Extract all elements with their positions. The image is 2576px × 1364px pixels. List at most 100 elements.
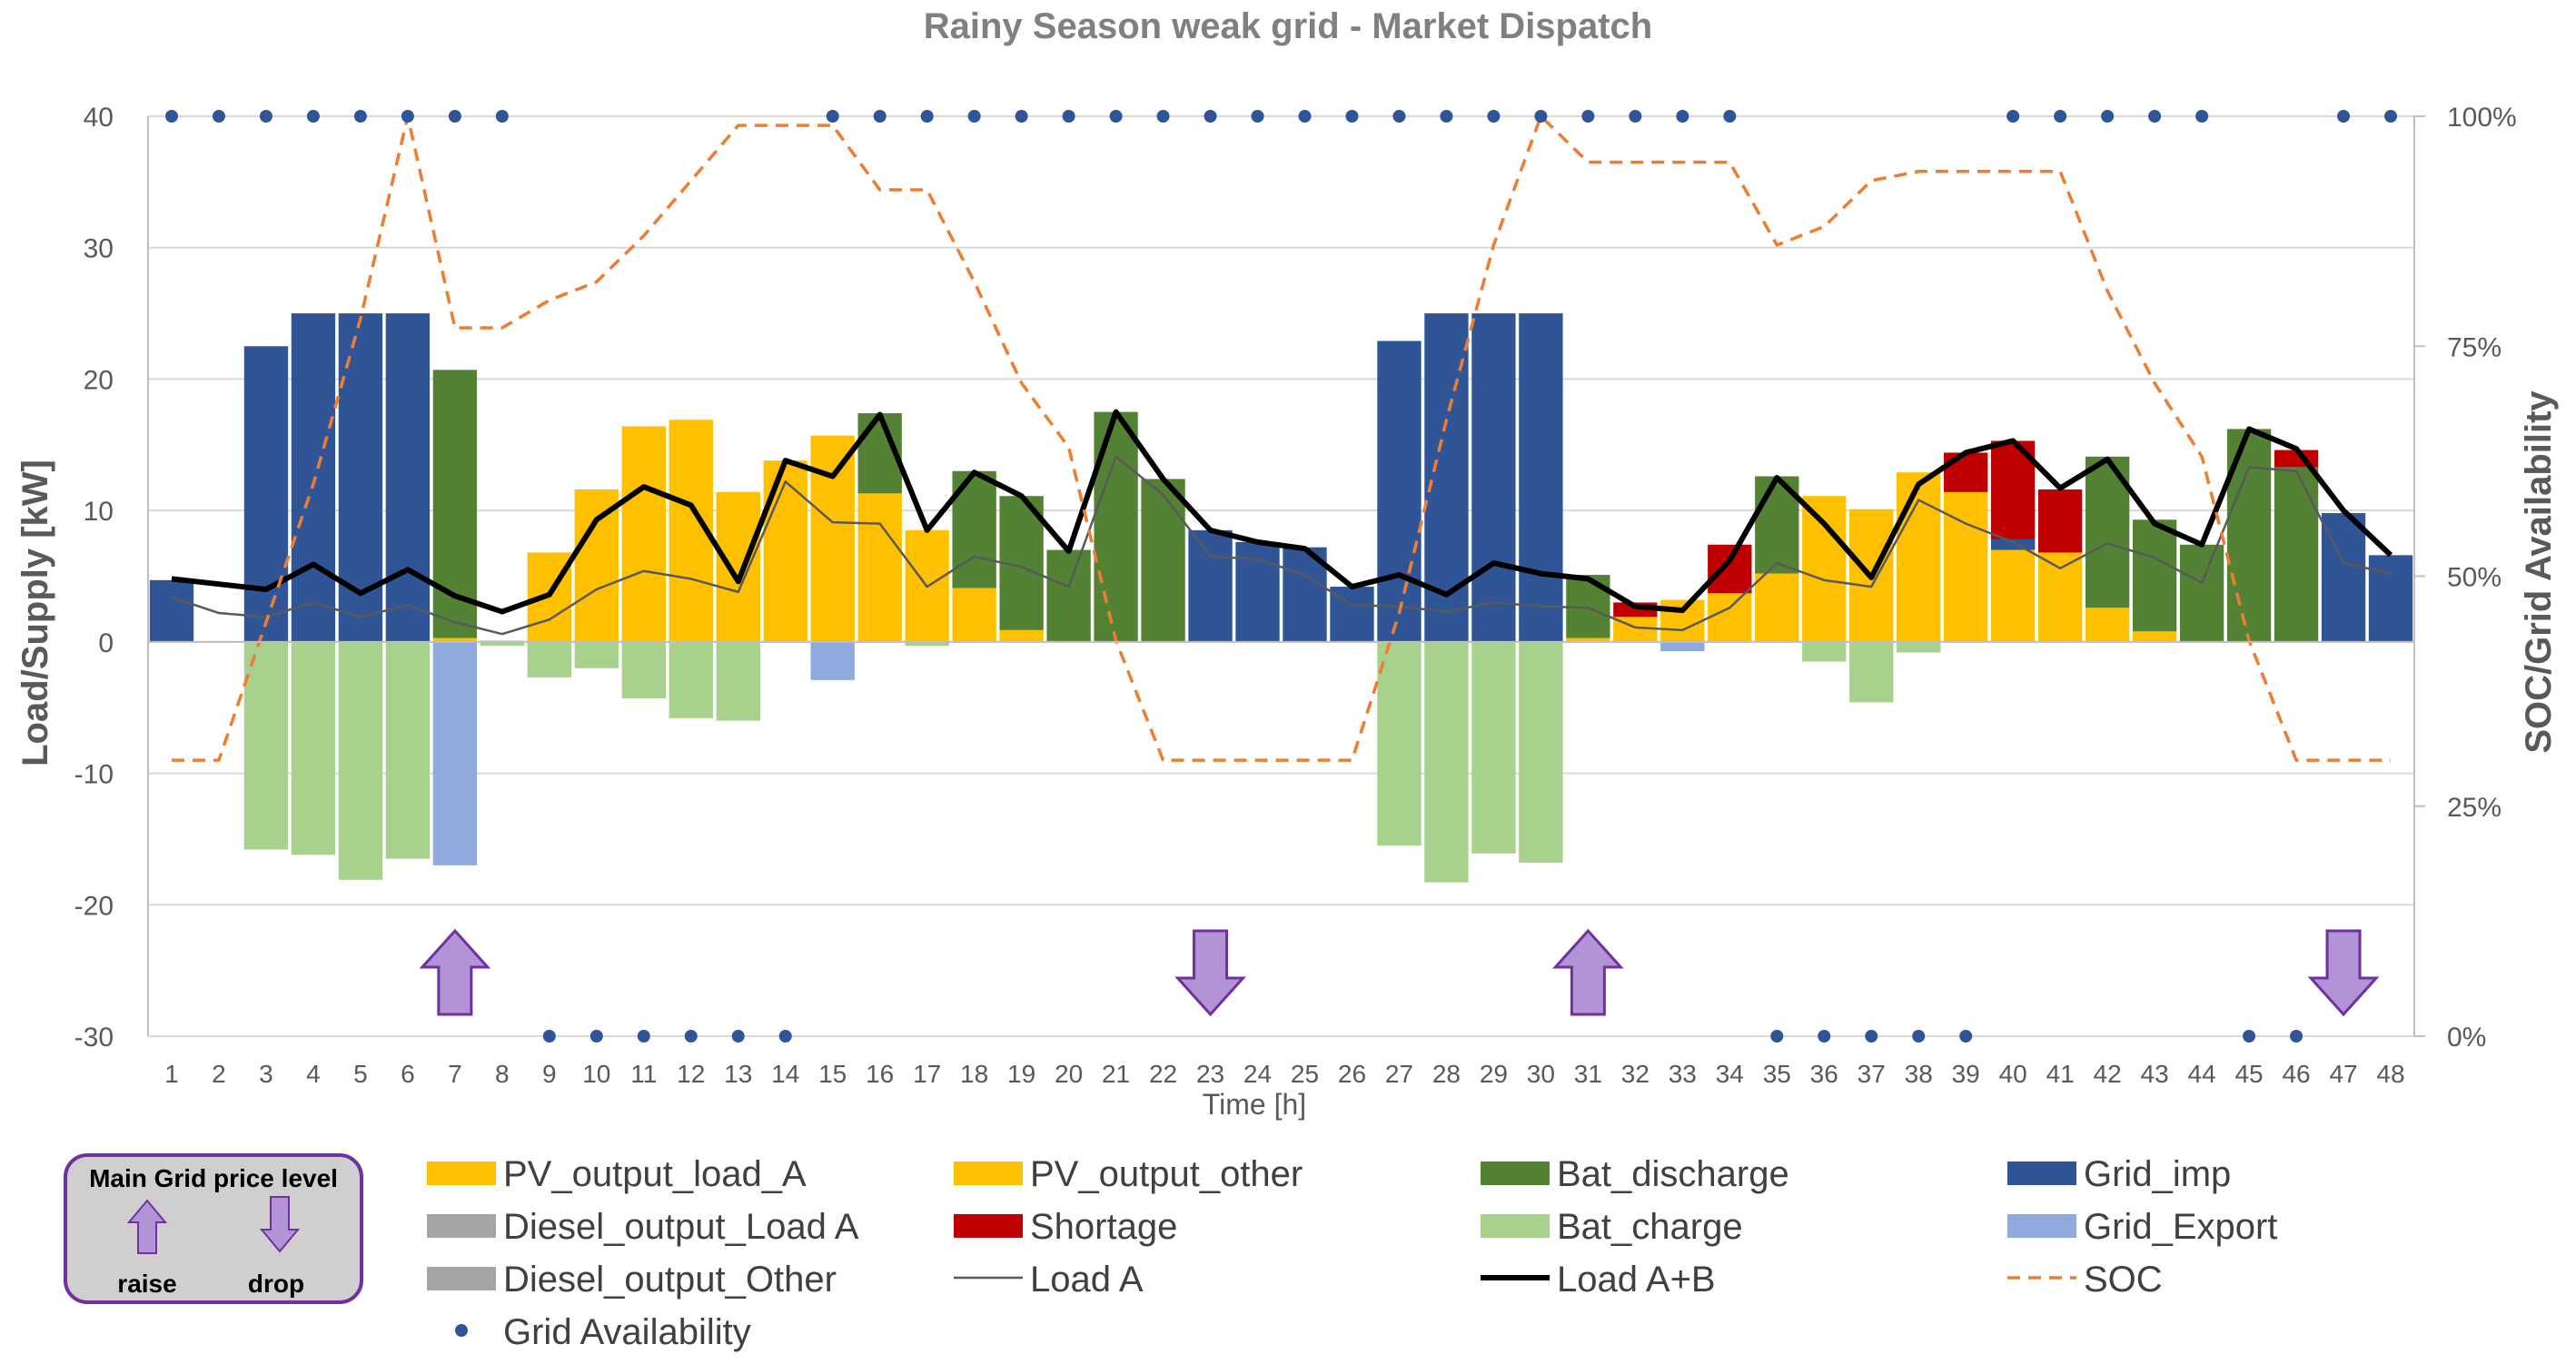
y2-tick-label: 0% xyxy=(2447,1023,2486,1053)
legend-swatch-grid-imp xyxy=(2007,1161,2076,1185)
bar-bat-charge-h9 xyxy=(527,641,571,677)
grid-availability-point-h19 xyxy=(1015,110,1028,123)
bar-bat-discharge-h44 xyxy=(2179,544,2224,642)
grid-availability-point-h10 xyxy=(590,1030,603,1043)
x-tick-label: 44 xyxy=(2188,1060,2216,1088)
bar-pv-output-load-a-h39 xyxy=(1944,491,1988,642)
x-tick-label: 2 xyxy=(212,1060,226,1088)
bar-bat-charge-h11 xyxy=(621,641,666,699)
grid-availability-point-h46 xyxy=(2290,1030,2304,1043)
grid-availability-point-h16 xyxy=(873,110,887,123)
price-arrow-drop-h47 xyxy=(2307,929,2380,1017)
legend-swatch-grid-availability xyxy=(455,1324,468,1337)
legend-label-bat-discharge: Bat_discharge xyxy=(1557,1154,1789,1194)
x-tick-label: 23 xyxy=(1196,1060,1224,1088)
grid-availability-point-h11 xyxy=(637,1030,650,1043)
bar-grid-export-h7 xyxy=(432,641,478,865)
legend-swatch-pv-output-other xyxy=(954,1161,1023,1185)
grid-availability-point-h27 xyxy=(1392,110,1406,123)
bar-grid-imp-h30 xyxy=(1519,313,1563,642)
bar-pv-output-load-a-h42 xyxy=(2085,608,2130,642)
y-tick-label: 20 xyxy=(84,365,114,395)
x-tick-label: 28 xyxy=(1432,1060,1461,1088)
legend-label-load-a-b: Load A+B xyxy=(1557,1260,1716,1300)
grid-availability-point-h45 xyxy=(2243,1030,2256,1043)
x-tick-label: 42 xyxy=(2094,1060,2122,1088)
bar-bat-charge-h3 xyxy=(243,641,289,850)
price-arrow-raise-h31 xyxy=(1551,928,1624,1016)
x-tick-label: 14 xyxy=(771,1060,799,1088)
grid-availability-point-h47 xyxy=(2337,110,2351,123)
x-tick-label: 27 xyxy=(1385,1060,1413,1088)
bar-grid-imp-h24 xyxy=(1235,541,1280,642)
bar-bat-charge-h5 xyxy=(338,641,383,880)
x-tick-label: 43 xyxy=(2141,1060,2169,1088)
y2-tick-label: 100% xyxy=(2447,103,2517,133)
y-tick-label: 40 xyxy=(84,103,114,133)
grid-availability-point-h8 xyxy=(495,110,509,123)
grid-availability-point-h20 xyxy=(1062,110,1075,123)
grid-availability-point-h39 xyxy=(1959,1030,1973,1043)
y-tick-label: 30 xyxy=(84,234,114,264)
bar-grid-imp-h1 xyxy=(149,579,194,642)
x-tick-label: 45 xyxy=(2234,1060,2263,1088)
x-tick-label: 6 xyxy=(401,1060,415,1088)
price-legend-title: Main Grid price level xyxy=(89,1164,338,1192)
bar-pv-output-load-a-h38 xyxy=(1897,472,1941,642)
x-tick-label: 39 xyxy=(1952,1060,1980,1088)
bar-bat-charge-h12 xyxy=(669,641,713,718)
bar-grid-export-h15 xyxy=(810,641,855,680)
x-tick-label: 12 xyxy=(677,1060,705,1088)
x-tick-label: 47 xyxy=(2329,1060,2357,1088)
bar-series xyxy=(149,313,2413,883)
price-arrows xyxy=(419,928,2380,1017)
y-tick-label: -10 xyxy=(74,760,114,790)
grid-availability-point-h6 xyxy=(401,110,414,123)
x-tick-label: 4 xyxy=(306,1060,321,1088)
grid-availability-point-h29 xyxy=(1487,110,1501,123)
x-tick-label: 15 xyxy=(818,1060,847,1088)
y-tick-label: -20 xyxy=(74,891,114,921)
x-tick-label: 21 xyxy=(1102,1060,1130,1088)
legend-label-grid-availability: Grid Availability xyxy=(503,1312,751,1352)
bar-shortage-h34 xyxy=(1708,544,1752,594)
grid-availability-point-h24 xyxy=(1251,110,1264,123)
x-tick-label: 46 xyxy=(2282,1060,2310,1088)
grid-availability-point-h34 xyxy=(1723,110,1737,123)
grid-availability-point-h37 xyxy=(1865,1030,1878,1043)
grid-availability-point-h15 xyxy=(826,110,839,123)
y-tick-label: 10 xyxy=(84,497,114,527)
legend-label-soc: SOC xyxy=(2084,1260,2163,1300)
bar-pv-output-load-a-h34 xyxy=(1708,593,1752,642)
grid-availability-point-h7 xyxy=(448,110,461,123)
bar-grid-imp-h29 xyxy=(1471,313,1516,642)
grid-availability-point-h18 xyxy=(967,110,981,123)
bar-pv-output-load-a-h10 xyxy=(574,489,619,642)
chart-title: Rainy Season weak grid - Market Dispatch xyxy=(924,6,1652,46)
bar-pv-output-load-a-h7 xyxy=(432,638,478,642)
y-tick-label: 0 xyxy=(98,628,114,658)
legend-label-diesel-output-load-a: Diesel_output_Load A xyxy=(503,1207,859,1247)
grid-availability-point-h40 xyxy=(2006,110,2020,123)
grid-availability-point-h41 xyxy=(2054,110,2067,123)
grid-availability-point-h21 xyxy=(1109,110,1123,123)
bar-bat-discharge-h20 xyxy=(1046,549,1091,642)
x-tick-label: 8 xyxy=(495,1060,510,1088)
bar-bat-discharge-h21 xyxy=(1094,411,1138,642)
bar-grid-export-h33 xyxy=(1660,641,1705,651)
legend-swatch-diesel-output-load-a xyxy=(427,1214,496,1238)
legend-swatch-grid-export xyxy=(2007,1214,2076,1238)
x-tick-label: 40 xyxy=(1999,1060,2027,1088)
grid-availability-point-h30 xyxy=(1534,110,1548,123)
legend-label-load-a: Load A xyxy=(1030,1260,1144,1300)
grid-availability-point-h33 xyxy=(1676,110,1689,123)
bar-pv-output-load-a-h16 xyxy=(857,493,902,642)
bar-bat-charge-h37 xyxy=(1849,641,1894,703)
grid-availability-point-h12 xyxy=(684,1030,698,1043)
y-axis-title: Load/Supply [kW] xyxy=(15,460,55,766)
grid-availability-points xyxy=(164,110,2398,1043)
x-tick-label: 31 xyxy=(1574,1060,1602,1088)
bar-pv-output-load-a-h43 xyxy=(2132,631,2177,642)
